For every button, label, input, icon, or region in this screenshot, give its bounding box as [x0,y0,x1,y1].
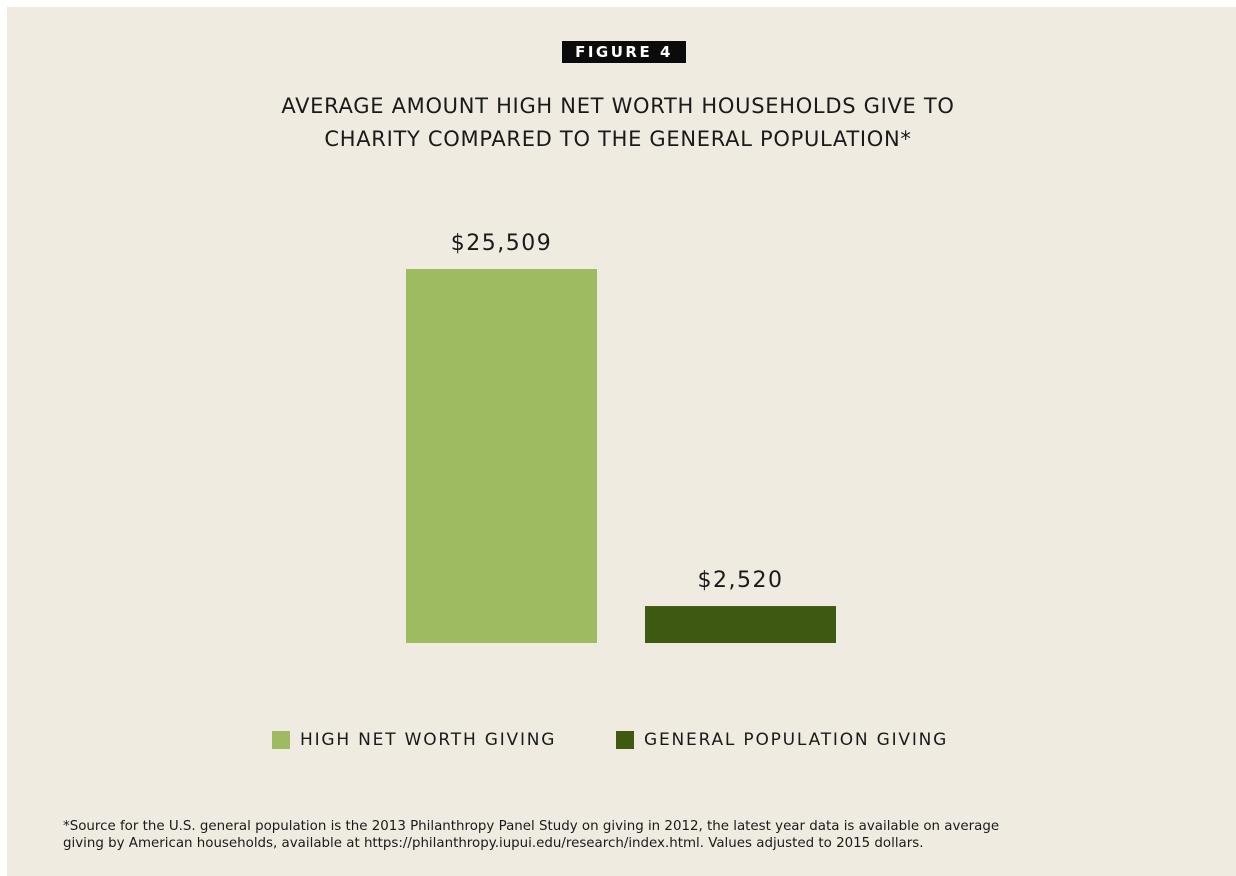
legend-item-high-net-worth: HIGH NET WORTH GIVING [272,730,556,750]
figure-label: FIGURE 4 [562,41,686,63]
chart-title-line-1: AVERAGE AMOUNT HIGH NET WORTH HOUSEHOLDS… [281,94,955,118]
footnote: *Source for the U.S. general population … [63,818,1183,852]
legend-item-general-population: GENERAL POPULATION GIVING [616,730,948,750]
data-label-high-net-worth: $25,509 [451,231,552,256]
legend-label-high-net-worth: HIGH NET WORTH GIVING [300,730,557,750]
legend-label-general-population: GENERAL POPULATION GIVING [644,730,949,750]
data-label-general-population: $2,520 [698,568,784,593]
footnote-line-1: *Source for the U.S. general population … [63,819,1000,834]
legend-swatch-high-net-worth [272,731,290,749]
bar-general-population [645,606,836,643]
bar-high-net-worth [406,269,597,643]
chart-title-line-2: CHARITY COMPARED TO THE GENERAL POPULATI… [324,127,912,151]
bar-chart: $25,509 $2,520 [406,231,836,643]
footnote-line-2: giving by American households, available… [63,836,924,851]
legend-swatch-general-population [616,731,634,749]
